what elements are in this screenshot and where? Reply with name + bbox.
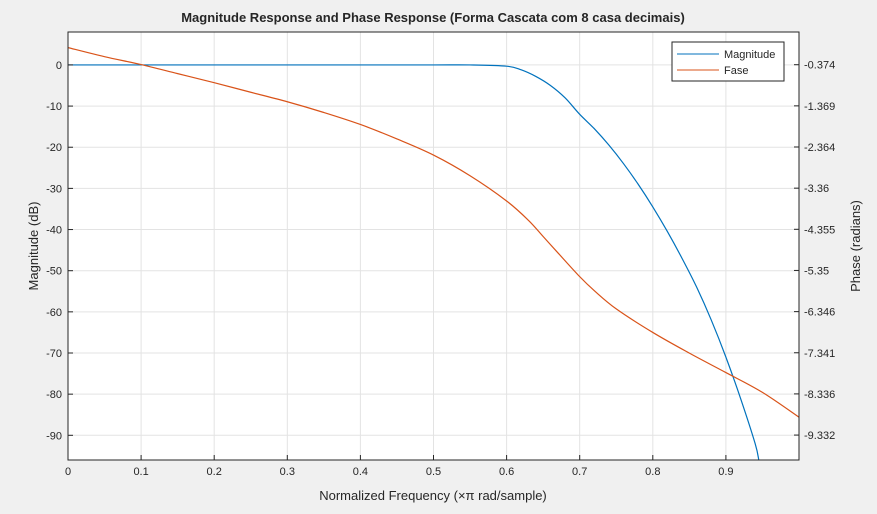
x-tick-label: 0.8 <box>645 466 660 478</box>
y-left-tick-label: -70 <box>46 348 62 360</box>
x-tick-label: 0.6 <box>499 466 514 478</box>
y-left-tick-label: -50 <box>46 266 62 278</box>
y-right-tick-label: -6.346 <box>804 307 835 319</box>
chart-title: Magnitude Response and Phase Response (F… <box>181 10 685 25</box>
y-right-tick-label: -0.374 <box>804 60 835 72</box>
x-tick-label: 0.4 <box>353 466 368 478</box>
x-tick-label: 0 <box>65 466 71 478</box>
y-right-tick-label: -5.35 <box>804 265 829 277</box>
y-right-tick-label: -8.336 <box>804 389 835 401</box>
legend: Magnitude Fase <box>671 41 785 82</box>
legend-box <box>671 41 785 82</box>
y-left-tick-label: -90 <box>46 430 62 442</box>
y-left-tick-label: -40 <box>46 225 62 237</box>
x-tick-label: 0.7 <box>572 466 587 478</box>
x-tick-label: 0.9 <box>718 466 733 478</box>
y-left-tick-label: -20 <box>46 142 62 154</box>
legend-label-magnitude: Magnitude <box>724 49 775 61</box>
series-layer <box>68 47 799 460</box>
y-left-tick-label: 0 <box>56 60 62 72</box>
y-left-tick-label: -60 <box>46 307 62 319</box>
x-tick-label: 0.3 <box>280 466 295 478</box>
x-axis-label: Normalized Frequency (×π rad/sample) <box>319 488 547 503</box>
series-line-magnitude <box>68 64 760 460</box>
y-right-tick-label: -9.332 <box>804 430 835 442</box>
x-tick-label: 0.2 <box>207 466 222 478</box>
series-line-fase <box>68 47 799 418</box>
y-right-tick-label: -7.341 <box>804 348 835 360</box>
y-right-tick-label: -1.369 <box>804 101 835 113</box>
y-axis-label-left: Magnitude (dB) <box>26 202 41 291</box>
y-left-tick-label: -10 <box>46 101 62 113</box>
legend-label-fase: Fase <box>724 65 748 77</box>
y-right-tick-label: -2.364 <box>804 142 835 154</box>
x-tick-label: 0.1 <box>133 466 148 478</box>
y-right-tick-label: -4.355 <box>804 224 835 236</box>
y-axis-label-right: Phase (radians) <box>848 200 863 292</box>
y-left-tick-label: -80 <box>46 389 62 401</box>
y-right-tick-label: -3.36 <box>804 183 829 195</box>
y-left-tick-label: -30 <box>46 183 62 195</box>
x-tick-label: 0.5 <box>426 466 441 478</box>
ticks: 0 0.1 0.2 0.3 0.4 0.5 0.6 0.7 0.8 0.9 0 -10 -20 -30 -4… <box>46 60 835 478</box>
